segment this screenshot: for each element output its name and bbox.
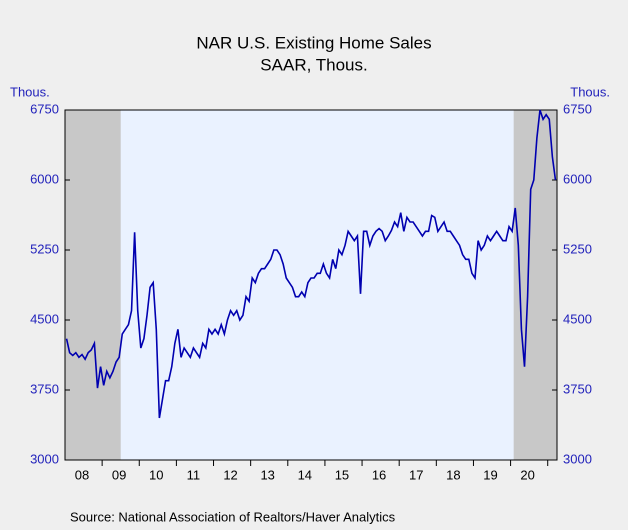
plot-frame <box>64 109 558 461</box>
y-tick-label: 3000 <box>30 451 59 466</box>
source-note: Source: National Association of Realtors… <box>70 509 396 524</box>
x-tick-label: 10 <box>149 467 163 482</box>
y-tick-label: 6000 <box>30 171 59 186</box>
x-tick-label: 18 <box>446 467 460 482</box>
x-tick-label: 16 <box>372 467 386 482</box>
y-axis-label: Thous. <box>10 84 50 99</box>
y2-tick-label: 3000 <box>563 451 592 466</box>
plot-area <box>65 110 557 460</box>
x-tick-label: 11 <box>187 467 201 482</box>
y-tick-label: 4500 <box>30 311 59 326</box>
y-tick-label: 5250 <box>30 241 59 256</box>
x-tick-label: 08 <box>75 467 89 482</box>
y2-tick-label: 5250 <box>563 241 592 256</box>
x-tick-label: 15 <box>335 467 349 482</box>
y2-tick-label: 6000 <box>563 171 592 186</box>
chart-title: NAR U.S. Existing Home Sales <box>196 33 431 52</box>
y-tick-label: 6750 <box>30 101 59 116</box>
x-tick-label: 19 <box>483 467 497 482</box>
x-tick-label: 09 <box>112 467 126 482</box>
x-tick-label: 12 <box>223 467 237 482</box>
y2-tick-label: 3750 <box>563 381 592 396</box>
y2-tick-label: 6750 <box>563 101 592 116</box>
x-tick-label: 13 <box>260 467 274 482</box>
recession-shading <box>65 110 121 460</box>
chart-subtitle: SAAR, Thous. <box>260 55 367 74</box>
y-tick-label: 3750 <box>30 381 59 396</box>
y2-axis-label: Thous. <box>570 84 610 99</box>
data-line <box>65 109 557 419</box>
x-tick-label: 14 <box>298 467 312 482</box>
x-tick-label: 20 <box>520 467 534 482</box>
y2-tick-label: 4500 <box>563 311 592 326</box>
x-tick-label: 17 <box>409 467 423 482</box>
